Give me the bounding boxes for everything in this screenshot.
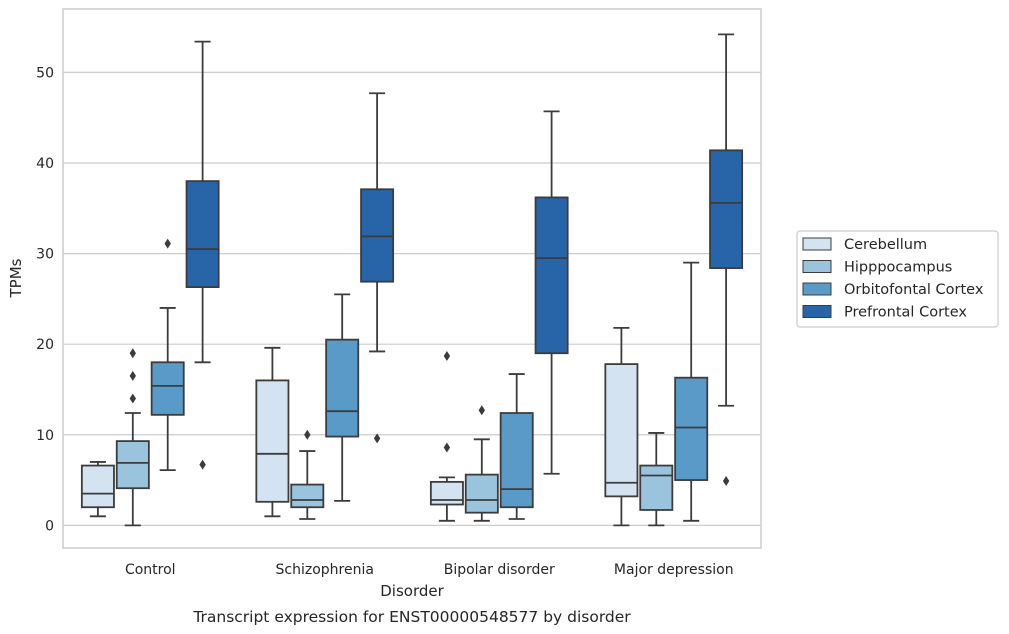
y-tick-label: 50 [36, 65, 54, 81]
y-tick-label: 0 [45, 518, 54, 534]
box-body [604, 363, 639, 498]
box-orbitofontal-cortex-3 [674, 261, 709, 522]
y-tick-label: 30 [36, 247, 54, 263]
y-tick-label: 20 [36, 337, 54, 353]
box-hipppocampus-1 [290, 429, 325, 520]
box-orbitofontal-cortex-1 [325, 293, 360, 502]
outlier-point [304, 429, 311, 440]
box-body [499, 412, 534, 509]
box-hipppocampus-0 [115, 348, 150, 527]
box-body [115, 440, 150, 490]
box-cerebellum-0 [80, 461, 115, 518]
box-body [709, 149, 744, 269]
plot-frame [62, 8, 762, 549]
gridlines [63, 71, 761, 526]
y-tick-label: 10 [36, 428, 54, 444]
legend-entry-label: Prefrontal Cortex [844, 305, 967, 321]
box-body [639, 464, 674, 511]
box-body [150, 361, 185, 416]
box-body [464, 473, 499, 514]
box-cerebellum-3 [604, 326, 639, 527]
outlier-point [129, 393, 136, 404]
box-body [290, 483, 325, 509]
legend-swatch [802, 260, 832, 273]
axes: 0 10 20 30 40 50 Control Schizophrenia Bipolar d… [36, 8, 762, 578]
x-tick-label: Control [125, 562, 176, 578]
box-body [80, 464, 115, 509]
x-tick-label: Schizophrenia [276, 562, 374, 578]
chart-caption: Transcript expression for ENST0000054857… [192, 608, 631, 626]
legend-entry-label: Cerebellum [844, 237, 927, 253]
box-hipppocampus-2 [464, 405, 499, 522]
box-body [325, 338, 360, 438]
x-axis-label: Disorder [380, 582, 444, 600]
box-prefrontal-cortex-0 [185, 40, 220, 470]
legend-swatch [802, 305, 832, 318]
outlier-point [478, 405, 485, 416]
box-cerebellum-2 [429, 350, 464, 522]
box-body [534, 196, 569, 355]
box-body [360, 188, 395, 283]
legend-entry-label: Hipppocampus [844, 260, 952, 276]
outlier-point [129, 348, 136, 359]
box-body [185, 180, 220, 289]
box-orbitofontal-cortex-2 [499, 373, 534, 520]
y-axis-label: TPMs [7, 258, 25, 298]
box-prefrontal-cortex-3 [709, 33, 744, 486]
legend-entry-label: Orbitofontal Cortex [844, 282, 984, 298]
x-tick-label: Bipolar disorder [444, 562, 555, 578]
box-body [429, 480, 464, 506]
box-prefrontal-cortex-1 [360, 92, 395, 444]
legend-swatch [802, 282, 832, 296]
legend: Cerebellum Hipppocampus Orbitofontal Corte… [796, 230, 999, 328]
y-tick-label: 40 [36, 156, 54, 172]
outlier-point [722, 475, 730, 486]
legend-swatch [802, 237, 832, 251]
outlier-point [164, 238, 171, 249]
outlier-point [443, 350, 451, 361]
box-body [674, 376, 709, 481]
outlier-point [443, 442, 451, 453]
x-tick-label: Major depression [614, 562, 734, 578]
boxes [80, 33, 744, 527]
outlier-point [373, 433, 381, 444]
box-body [255, 379, 290, 503]
outlier-point [199, 459, 206, 470]
box-hipppocampus-3 [639, 432, 674, 527]
outlier-point [129, 370, 136, 381]
box-orbitofontal-cortex-0 [150, 238, 185, 471]
legend-frame [796, 230, 999, 328]
box-cerebellum-1 [255, 346, 290, 518]
box-prefrontal-cortex-2 [534, 110, 569, 475]
